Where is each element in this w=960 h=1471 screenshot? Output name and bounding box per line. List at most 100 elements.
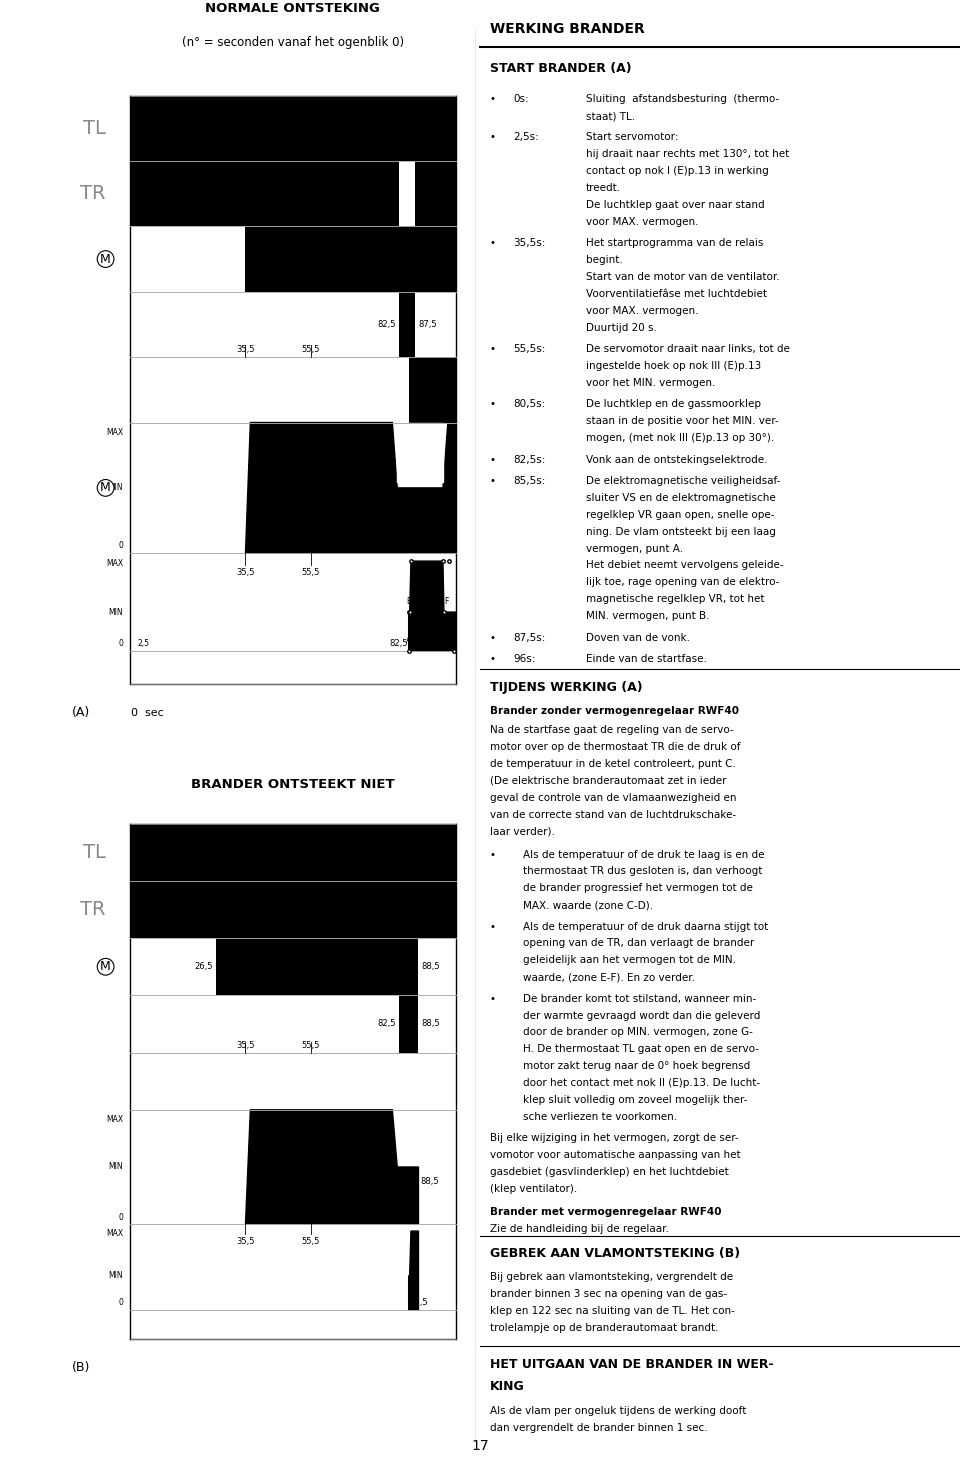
Text: van de correcte stand van de luchtdrukschake-: van de correcte stand van de luchtdruksc… [490,809,735,819]
Text: sluiter VS en de elektromagnetische: sluiter VS en de elektromagnetische [586,493,776,503]
Polygon shape [397,422,443,482]
Text: 88,5: 88,5 [409,1299,428,1308]
Text: Bij gebrek aan vlamontsteking, vergrendelt de: Bij gebrek aan vlamontsteking, vergrende… [490,1272,732,1283]
Text: •: • [490,849,495,859]
Text: MIN: MIN [108,1271,123,1280]
Text: trolelampje op de branderautomaat brandt.: trolelampje op de branderautomaat brandt… [490,1322,718,1333]
Polygon shape [246,422,456,553]
Text: TR: TR [80,900,106,919]
Bar [416,160,456,227]
Text: 82,5: 82,5 [377,319,396,330]
Text: •: • [490,238,495,249]
Text: lijk toe, rage opening van de elektro-: lijk toe, rage opening van de elektro- [586,577,780,587]
Text: •: • [490,344,495,355]
Text: •: • [490,475,495,485]
Text: 35,5: 35,5 [236,1237,254,1246]
Text: 2,5s:: 2,5s: [514,132,540,143]
Text: TL: TL [83,119,106,138]
Bar [409,357,456,422]
Text: Het startprogramma van de relais: Het startprogramma van de relais [586,238,763,249]
Text: staan in de positie voor het MIN. ver-: staan in de positie voor het MIN. ver- [586,416,779,427]
Text: de temperatuur in de ketel controleert, punt C.: de temperatuur in de ketel controleert, … [490,759,735,769]
Polygon shape [409,560,456,652]
Text: 82,5: 82,5 [377,1019,396,1028]
Text: 0: 0 [118,1212,123,1221]
Text: voor MAX. vermogen.: voor MAX. vermogen. [586,216,698,227]
Text: (klep ventilator).: (klep ventilator). [490,1184,577,1194]
Text: •: • [490,653,495,663]
Text: contact op nok I (E)p.13 in werking: contact op nok I (E)p.13 in werking [586,166,768,177]
Text: Het debiet neemt vervolgens geleide-: Het debiet neemt vervolgens geleide- [586,560,783,571]
Text: laar verder).: laar verder). [490,827,555,837]
Text: sche verliezen te voorkomen.: sche verliezen te voorkomen. [523,1112,678,1122]
Text: De servomotor draait naar links, tot de: De servomotor draait naar links, tot de [586,344,789,355]
Text: MAX: MAX [106,1115,123,1124]
Text: Als de vlam per ongeluk tijdens de werking dooft: Als de vlam per ongeluk tijdens de werki… [490,1406,746,1417]
Text: 85,5: 85,5 [410,385,429,394]
Text: klep sluit volledig om zoveel mogelijk ther-: klep sluit volledig om zoveel mogelijk t… [523,1094,748,1105]
Text: 87,5s:: 87,5s: [514,633,546,643]
Text: D: D [408,546,414,555]
Text: M: M [100,253,111,266]
Text: hij draait naar rechts met 130°, tot het: hij draait naar rechts met 130°, tot het [586,150,789,159]
Text: De luchtklep gaat over naar stand: De luchtklep gaat over naar stand [586,200,764,210]
Text: geval de controle van de vlamaanwezigheid en: geval de controle van de vlamaanwezighei… [490,793,736,803]
Bar [130,824,456,881]
Text: Brander met vermogenregelaar RWF40: Brander met vermogenregelaar RWF40 [490,1206,721,1217]
Text: 80,5s:: 80,5s: [514,399,546,409]
Text: 17: 17 [471,1439,489,1453]
Text: 88,5: 88,5 [420,1177,439,1186]
Text: door de brander op MIN. vermogen, zone G-: door de brander op MIN. vermogen, zone G… [523,1027,753,1037]
Text: vermogen, punt A.: vermogen, punt A. [586,543,683,553]
Text: MAX: MAX [106,559,123,568]
Text: BRANDER ONTSTEEKT NIET: BRANDER ONTSTEEKT NIET [191,778,395,791]
Bar [399,291,416,357]
Text: E: E [441,546,445,555]
Text: MIN: MIN [108,1162,123,1171]
Text: MIN: MIN [108,608,123,616]
Text: 88,5: 88,5 [421,1019,441,1028]
Text: GEBREK AAN VLAMONTSTEKING (B): GEBREK AAN VLAMONTSTEKING (B) [490,1247,740,1261]
Bar [216,938,419,996]
Text: 35,5: 35,5 [236,346,254,355]
Text: 82,5: 82,5 [390,640,408,649]
Text: thermostaat TR dus gesloten is, dan verhoogt: thermostaat TR dus gesloten is, dan verh… [523,866,762,877]
Text: Brander zonder vermogenregelaar RWF40: Brander zonder vermogenregelaar RWF40 [490,706,738,716]
Text: M: M [100,481,111,494]
Text: De luchtklep en de gassmoorklep: De luchtklep en de gassmoorklep [586,399,760,409]
Text: gasdebiet (gasvlinderklep) en het luchtdebiet: gasdebiet (gasvlinderklep) en het luchtd… [490,1167,729,1177]
Text: •: • [490,633,495,643]
Text: 87,5: 87,5 [419,190,437,199]
Text: voor het MIN. vermogen.: voor het MIN. vermogen. [586,378,715,388]
Text: A: A [406,637,411,646]
Text: •: • [490,132,495,143]
Text: motor zakt terug naar de 0° hoek begrensd: motor zakt terug naar de 0° hoek begrens… [523,1061,751,1071]
Text: Doven van de vonk.: Doven van de vonk. [586,633,689,643]
Text: dan vergrendelt de brander binnen 1 sec.: dan vergrendelt de brander binnen 1 sec. [490,1422,708,1433]
Text: 0s:: 0s: [514,94,529,104]
Text: begint.: begint. [586,254,622,265]
Text: Bij elke wijziging in het vermogen, zorgt de ser-: Bij elke wijziging in het vermogen, zorg… [490,1133,738,1143]
Text: Als de temperatuur of de druk te laag is en de: Als de temperatuur of de druk te laag is… [523,849,765,859]
Text: De elektromagnetische veiligheidsaf-: De elektromagnetische veiligheidsaf- [586,475,780,485]
Polygon shape [409,1231,419,1311]
Text: Start servomotor:: Start servomotor: [586,132,678,143]
Text: M: M [100,961,111,974]
Text: TR: TR [80,184,106,203]
Bar [246,227,456,291]
Text: MAX: MAX [106,1230,123,1239]
Bar [130,96,456,160]
Text: TIJDENS WERKING (A): TIJDENS WERKING (A) [490,681,642,694]
Text: (A): (A) [72,706,90,719]
Text: 96s:: 96s: [514,653,536,663]
Text: 26,5: 26,5 [194,962,213,971]
Text: 55,5: 55,5 [301,1237,320,1246]
Text: 55,5: 55,5 [301,568,320,577]
Text: START BRANDER (A): START BRANDER (A) [490,62,632,75]
Text: der warmte gevraagd wordt dan die geleverd: der warmte gevraagd wordt dan die geleve… [523,1011,760,1021]
Text: MAX. waarde (zone C-D).: MAX. waarde (zone C-D). [523,900,654,911]
Text: 88,5: 88,5 [421,962,441,971]
Text: •: • [490,455,495,465]
Text: Als de temperatuur of de druk daarna stijgt tot: Als de temperatuur of de druk daarna sti… [523,921,768,931]
Text: MIN. vermogen, punt B.: MIN. vermogen, punt B. [586,610,709,621]
